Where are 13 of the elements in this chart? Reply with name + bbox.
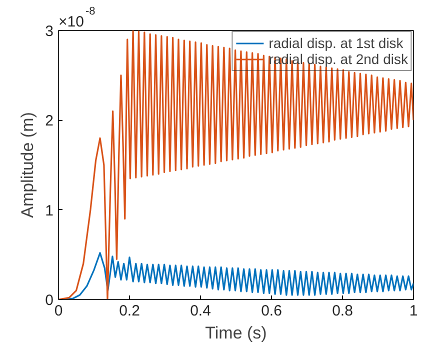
x-tick-label: 0.4 <box>190 302 211 320</box>
y-axis-title: Amplitude (m) <box>18 112 38 218</box>
line-series <box>58 30 414 300</box>
x-tick-label: 0.8 <box>332 302 353 320</box>
y-tick-label: 0 <box>45 292 54 309</box>
legend-label: radial disp. at 1st disk <box>268 35 404 51</box>
x-tick-label: 1 <box>409 302 418 320</box>
y-tick-label: 3 <box>45 23 54 40</box>
y-tick-label: 2 <box>45 112 54 130</box>
y-tick-label: 1 <box>45 202 54 220</box>
x-tick-label: 0.6 <box>261 302 282 320</box>
x-axis-title: Time (s) <box>205 324 267 342</box>
x-tick-label: 0.2 <box>119 302 140 320</box>
